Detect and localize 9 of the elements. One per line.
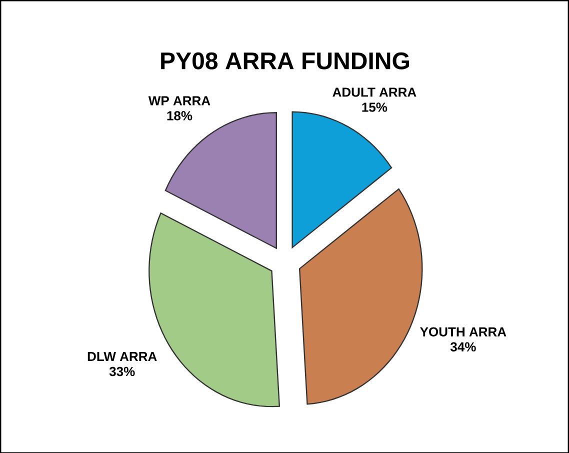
slice-label: ADULT ARRA: [332, 88, 416, 97]
data-label: 18%: [167, 110, 192, 120]
data-label: 34%: [450, 342, 476, 352]
chart-title: PY08 ARRA FUNDING: [161, 52, 409, 70]
data-label: 15%: [362, 102, 388, 112]
slice-label: DLW ARRA: [88, 352, 157, 361]
data-label: 33%: [109, 366, 135, 376]
slice-label: YOUTH ARRA: [420, 327, 506, 336]
slice-label: WP ARRA: [148, 96, 210, 106]
